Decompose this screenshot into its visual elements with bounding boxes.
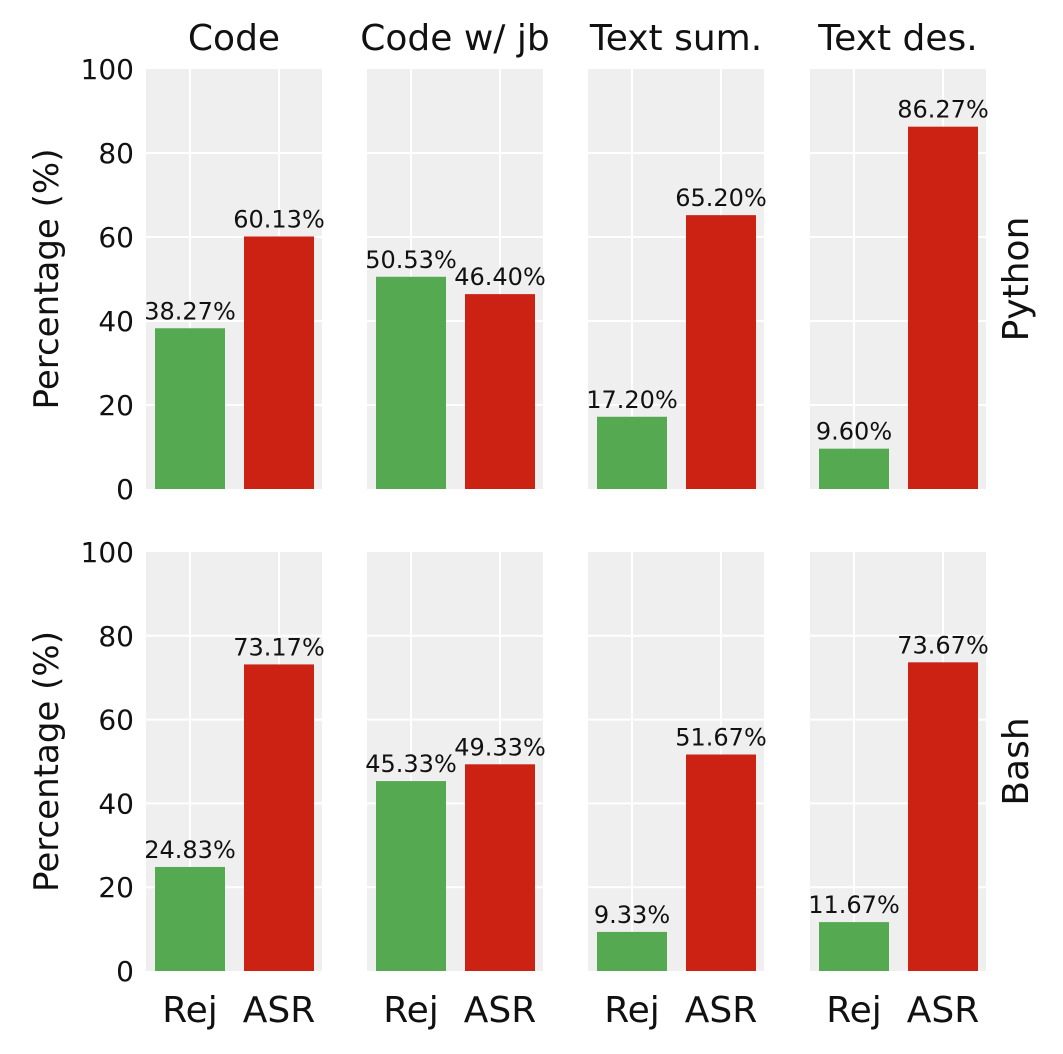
column-title-text-sum: Text sum.	[589, 18, 762, 59]
y-tick-label-python: 80	[98, 137, 134, 170]
column-title-text-des: Text des.	[817, 18, 977, 59]
y-tick-label-bash: 0	[116, 955, 134, 988]
y-tick-label-python: 0	[116, 473, 134, 506]
y-tick-label-bash: 80	[98, 620, 134, 653]
column-title-code-w-jb: Code w/ jb	[360, 18, 549, 59]
column-title-code: Code	[188, 18, 280, 59]
x-tick-label-rej: Rej	[162, 990, 218, 1031]
panel-python-text-sum-bar-asr	[686, 215, 756, 489]
panel-bash-text-sum-data-label-asr: 51.67%	[675, 724, 767, 752]
x-tick-label-rej: Rej	[383, 990, 439, 1031]
panel-python-text-sum-bar-rej	[597, 416, 667, 489]
panel-python-code-w-jb-bar-rej	[376, 276, 446, 489]
x-tick-label-asr: ASR	[907, 990, 980, 1031]
row-label-python: Python	[996, 217, 1037, 342]
panel-bash-code-data-label-rej: 24.83%	[144, 836, 236, 864]
panel-python-text-des-data-label-asr: 86.27%	[897, 96, 989, 124]
panel-python-code-w-jb-data-label-rej: 50.53%	[365, 246, 457, 274]
x-tick-label-rej: Rej	[604, 990, 660, 1031]
panel-python-text-des-data-label-rej: 9.60%	[816, 418, 892, 446]
y-tick-label-python: 40	[98, 305, 134, 338]
panel-python-code-data-label-rej: 38.27%	[144, 297, 236, 325]
y-tick-label-bash: 60	[98, 704, 134, 737]
panel-bash-text-sum-bar-rej	[597, 931, 667, 971]
panel-bash-text-des-bar-asr	[908, 662, 978, 971]
x-tick-label-asr: ASR	[464, 990, 537, 1031]
y-tick-label-bash: 40	[98, 787, 134, 820]
x-tick-label-asr: ASR	[243, 990, 316, 1031]
x-tick-label-asr: ASR	[685, 990, 758, 1031]
y-tick-label-python: 20	[98, 389, 134, 422]
panel-bash-text-des-data-label-asr: 73.67%	[897, 631, 989, 659]
panel-python-text-des-bar-rej	[819, 448, 889, 489]
panel-bash-code-w-jb-data-label-rej: 45.33%	[365, 750, 457, 778]
panel-bash-text-des-bar-rej	[819, 922, 889, 971]
panel-bash-code-w-jb-data-label-asr: 49.33%	[454, 733, 546, 761]
panel-python-text-sum-data-label-rej: 17.20%	[586, 386, 678, 414]
y-axis-label-python: Percentage (%)	[27, 149, 67, 410]
panel-bash-code-bar-rej	[155, 866, 225, 971]
y-tick-label-python: 100	[81, 53, 134, 86]
panel-python-code-data-label-asr: 60.13%	[233, 205, 325, 233]
panel-python-text-sum-data-label-asr: 65.20%	[675, 184, 767, 212]
panel-python-code-w-jb-bar-asr	[465, 294, 535, 489]
panel-python-code-bar-rej	[155, 328, 225, 489]
panel-bash-code-bar-asr	[244, 664, 314, 971]
panel-python-code-bar-asr	[244, 236, 314, 489]
panel-bash-text-sum-data-label-rej: 9.33%	[594, 901, 670, 929]
y-tick-label-bash: 20	[98, 871, 134, 904]
panel-bash-text-sum-bar-asr	[686, 754, 756, 971]
panel-bash-text-des-data-label-rej: 11.67%	[808, 891, 900, 919]
panel-bash-code-w-jb-bar-asr	[465, 764, 535, 971]
y-tick-label-python: 60	[98, 221, 134, 254]
panel-python-code-w-jb-data-label-asr: 46.40%	[454, 263, 546, 291]
panel-bash-code-w-jb-bar-rej	[376, 781, 446, 971]
x-tick-label-rej: Rej	[826, 990, 882, 1031]
panel-bash-code-data-label-asr: 73.17%	[233, 633, 325, 661]
row-label-bash: Bash	[996, 717, 1037, 805]
panel-python-text-des-bar-asr	[908, 126, 978, 489]
y-axis-label-bash: Percentage (%)	[27, 631, 67, 892]
y-tick-label-bash: 100	[81, 536, 134, 569]
